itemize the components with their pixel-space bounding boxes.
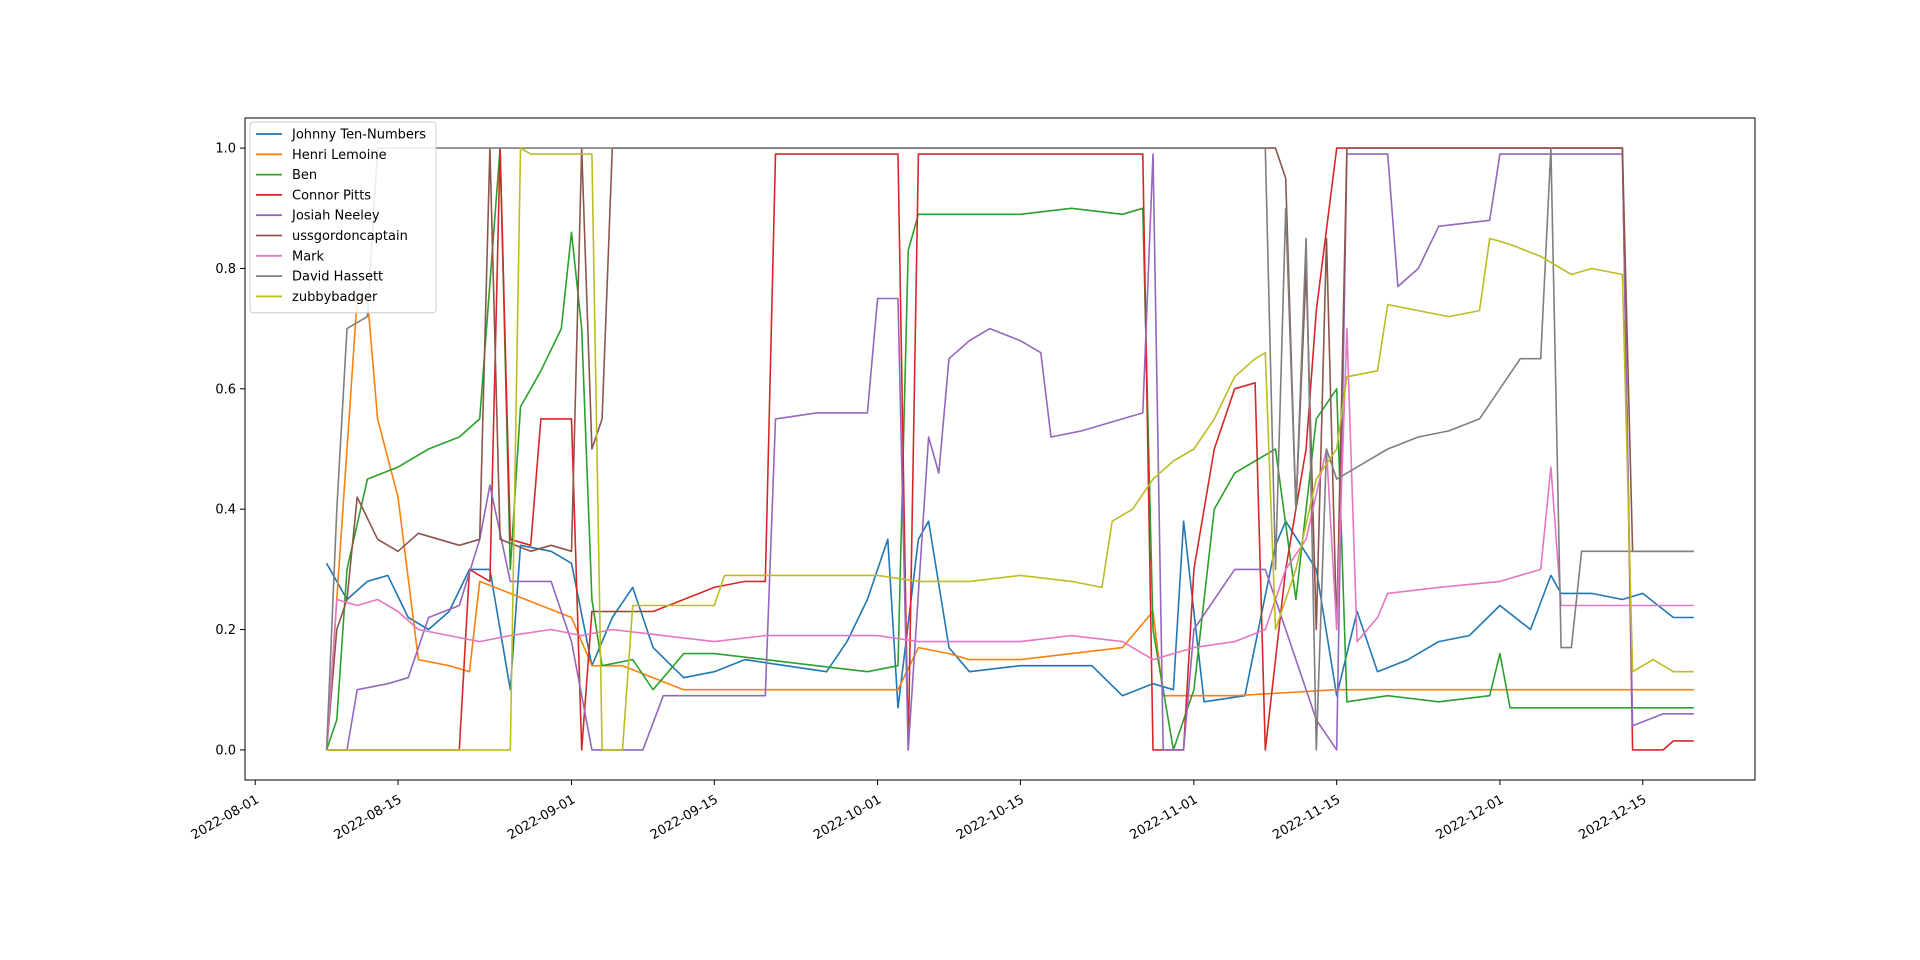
y-tick-label-5: 1.0: [215, 142, 236, 157]
legend-label-2: Ben: [292, 168, 317, 183]
plot-frame: [244, 117, 1756, 781]
y-axis: 0.0 0.2 0.4 0.6 0.8 1.0: [215, 142, 245, 758]
legend: Johnny Ten-Numbers Henri Lemoine Ben Connor…: [249, 121, 437, 314]
y-tick-label-1: 0.2: [215, 623, 236, 638]
y-tick-label-2: 0.4: [215, 503, 236, 518]
legend-label-5: ussgordoncaptain: [292, 229, 408, 244]
series-layer: [325, 147, 1694, 751]
legend-label-4: Josiah Neeley: [291, 209, 380, 224]
series-line-1: [325, 297, 1694, 750]
series-line-8: [326, 147, 1694, 751]
series-line-6: [325, 327, 1694, 750]
y-tick-label-0: 0.0: [215, 743, 236, 758]
y-tick-label-3: 0.6: [215, 382, 236, 397]
legend-label-0: Johnny Ten-Numbers: [291, 128, 426, 143]
legend-box: [249, 121, 437, 314]
legend-label-7: David Hassett: [292, 270, 383, 285]
series-line-5: [325, 147, 1694, 750]
legend-label-8: zubbybadger: [292, 290, 378, 305]
series-line-4: [326, 153, 1694, 751]
legend-label-1: Henri Lemoine: [292, 148, 387, 163]
y-tick-label-4: 0.8: [215, 262, 236, 277]
legend-label-6: Mark: [292, 249, 325, 264]
legend-label-3: Connor Pitts: [292, 188, 371, 203]
series-line-7: [325, 147, 1694, 751]
